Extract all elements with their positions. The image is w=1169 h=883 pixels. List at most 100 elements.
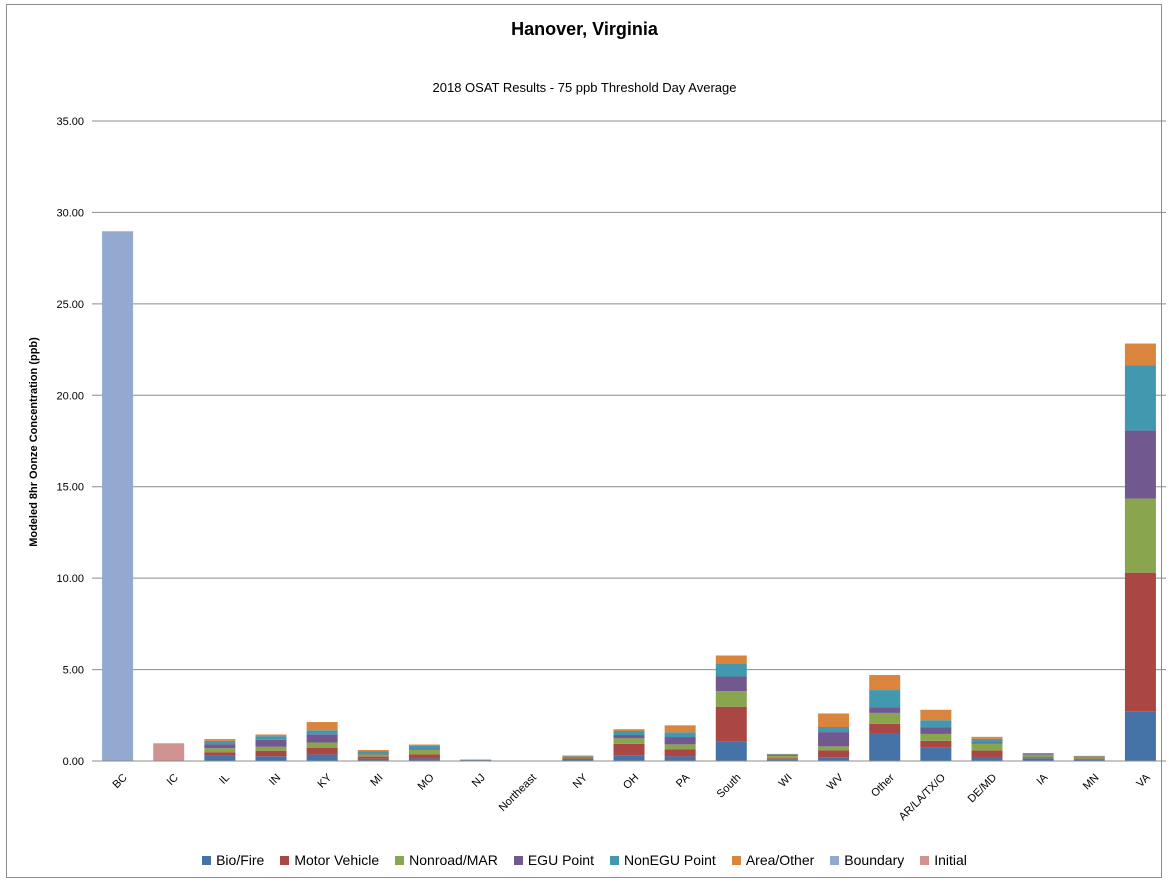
- x-tick-label: MI: [368, 772, 385, 789]
- bar-segment-area-other-mn: [1073, 755, 1105, 757]
- chart-frame: [6, 4, 1162, 878]
- bar-segment-nonroad-mar-south: [715, 691, 747, 707]
- bar-segment-nonroad-mar-ar-la-tx-o: [920, 733, 952, 741]
- bar-segment-bio-fire-va: [1124, 711, 1156, 761]
- bar-segment-nonegu-point-mi: [357, 751, 389, 754]
- x-tick-label: IN: [267, 772, 283, 788]
- bar-segment-bio-fire-mi: [357, 758, 389, 761]
- legend-item: Initial: [920, 852, 967, 868]
- bar-segment-egu-point-va: [1124, 430, 1156, 499]
- bar-segment-bio-fire-il: [204, 755, 236, 761]
- bars: [102, 231, 1156, 762]
- legend-item: EGU Point: [513, 852, 594, 868]
- legend-swatch: [513, 855, 523, 865]
- bar-segment-initial-ic: [153, 743, 185, 761]
- legend-item: Nonroad/MAR: [395, 852, 498, 868]
- bar-segment-nonroad-mar-wv: [818, 746, 850, 751]
- bar-segment-nonroad-mar-ny: [562, 757, 594, 759]
- bar-segment-motor-vehicle-de-md: [971, 750, 1003, 757]
- bar-segment-egu-point-ia: [1022, 754, 1054, 755]
- bar-segment-bio-fire-ky: [306, 754, 338, 761]
- bar-segment-boundary-bc: [102, 231, 134, 761]
- y-tick-label: 5.00: [63, 665, 84, 677]
- y-tick-label: 25.00: [56, 299, 84, 311]
- y-tick-label: 0.00: [63, 756, 84, 768]
- chart-subtitle: 2018 OSAT Results - 75 ppb Threshold Day…: [432, 80, 737, 95]
- bar-segment-area-other-pa: [664, 725, 696, 733]
- bar-segment-area-other-oh: [613, 729, 645, 732]
- y-axis-label: Modeled 8hr Oonze Concentration (ppb): [28, 337, 40, 547]
- bar-segment-area-other-mi: [357, 750, 389, 752]
- bar-segment-motor-vehicle-va: [1124, 572, 1156, 712]
- bar-segment-nonegu-point-ar-la-tx-o: [920, 720, 952, 728]
- x-tick-label: Northeast: [497, 772, 539, 814]
- x-tick-label: South: [715, 772, 744, 801]
- bar-segment-area-other-il: [204, 739, 236, 741]
- bar-segment-motor-vehicle-ky: [306, 747, 338, 755]
- bar-segment-area-other-de-md: [971, 736, 1003, 739]
- bar-segment-bio-fire-ar-la-tx-o: [920, 747, 952, 761]
- bar-segment-egu-point-ky: [306, 734, 338, 743]
- bar-segment-area-other-ny: [562, 755, 594, 757]
- x-tick-label: NJ: [470, 772, 488, 790]
- bar-segment-nonroad-mar-de-md: [971, 743, 1003, 751]
- bar-segment-area-other-ar-la-tx-o: [920, 709, 952, 721]
- bar-segment-bio-fire-other: [869, 733, 901, 761]
- bar-segment-nonegu-point-il: [204, 740, 236, 745]
- legend-label: Initial: [934, 852, 967, 868]
- bar-segment-nonroad-mar-ia: [1022, 754, 1054, 758]
- legend-label: Bio/Fire: [216, 852, 265, 868]
- legend-label: Boundary: [844, 852, 905, 868]
- legend-item: Area/Other: [731, 852, 815, 868]
- bar-segment-motor-vehicle-ia: [1022, 757, 1054, 759]
- bar-segment-bio-fire-mn: [1073, 759, 1105, 761]
- bar-segment-motor-vehicle-mo: [408, 754, 440, 759]
- bar-segment-nonroad-mar-wi: [766, 756, 798, 759]
- legend-swatch: [920, 855, 930, 865]
- bar-segment-bio-fire-wi: [766, 759, 798, 761]
- x-tick-label: NY: [571, 771, 591, 791]
- bar-segment-motor-vehicle-ny: [562, 758, 594, 760]
- bar-segment-nonroad-mar-other: [869, 712, 901, 724]
- bar-segment-egu-point-wv: [818, 732, 850, 747]
- bar-segment-bio-fire-pa: [664, 756, 696, 761]
- x-tick-label: MN: [1081, 772, 1102, 793]
- bar-segment-motor-vehicle-mn: [1073, 758, 1105, 760]
- x-tick-label: Other: [869, 771, 897, 799]
- x-tick-label: OH: [621, 772, 641, 792]
- bar-segment-nonroad-mar-in: [255, 746, 287, 751]
- legend: Bio/Fire Motor Vehicle Nonroad/MAR EGU Poin…: [0, 852, 1169, 868]
- x-tick-label: BC: [110, 772, 129, 791]
- bar-segment-egu-point-mi: [357, 753, 389, 755]
- bar-segment-nonegu-point-de-md: [971, 738, 1003, 743]
- bar-segment-bio-fire-south: [715, 741, 747, 761]
- bar-segment-bio-fire-ny: [562, 759, 594, 761]
- chart-title: Hanover, Virginia: [511, 19, 658, 39]
- legend-swatch: [280, 855, 290, 865]
- legend-swatch: [830, 855, 840, 865]
- bar-segment-egu-point-other: [869, 707, 901, 713]
- bar-segment-nonroad-mar-il: [204, 748, 236, 753]
- bar-segment-motor-vehicle-south: [715, 706, 747, 742]
- bar-segment-egu-point-ar-la-tx-o: [920, 727, 952, 734]
- legend-label: Nonroad/MAR: [409, 852, 498, 868]
- bar-segment-bio-fire-ia: [1022, 758, 1054, 761]
- bar-segment-nonegu-point-south: [715, 663, 747, 677]
- legend-label: NonEGU Point: [623, 852, 716, 868]
- bar-segment-motor-vehicle-other: [869, 723, 901, 734]
- bar-segment-nonroad-mar-pa: [664, 744, 696, 750]
- y-axis-ticks: 0.00 5.00 10.00 15.00 20.00 25.00 30.00 35.00: [56, 116, 84, 768]
- gridlines: [92, 120, 1166, 671]
- x-tick-label: WI: [777, 772, 795, 790]
- legend-swatch: [395, 855, 405, 865]
- bar-segment-area-other-va: [1124, 343, 1156, 366]
- legend-label: Area/Other: [745, 852, 815, 868]
- bar-segment-area-other-ia: [1022, 752, 1054, 754]
- bar-segment-nonegu-point-in: [255, 736, 287, 740]
- bar-segment-nonegu-point-va: [1124, 365, 1156, 431]
- legend-label: EGU Point: [527, 852, 594, 868]
- legend-item: Boundary: [830, 852, 904, 868]
- bar-segment-egu-point-wi: [766, 755, 798, 757]
- x-tick-label: IC: [165, 772, 181, 788]
